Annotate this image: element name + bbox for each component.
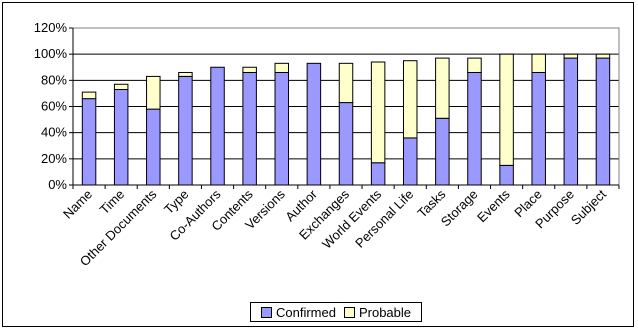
bar-probable-type bbox=[178, 71, 193, 77]
bar-confirmed-other-documents bbox=[146, 108, 161, 186]
axes bbox=[72, 27, 620, 186]
y-tick-label: 0% bbox=[48, 177, 67, 192]
bar-confirmed-events bbox=[499, 164, 514, 186]
y-tick-label: 120% bbox=[34, 20, 68, 35]
bar-probable-name bbox=[81, 91, 97, 100]
bar-confirmed-world-events bbox=[370, 162, 386, 186]
bar-probable-tasks bbox=[435, 57, 450, 119]
bar-probable-personal-life bbox=[402, 60, 418, 139]
legend-swatch-probable bbox=[343, 306, 355, 318]
bar-probable-other-documents bbox=[146, 75, 161, 110]
legend-item-probable: Probable bbox=[343, 304, 412, 320]
y-tick-label: 80% bbox=[41, 72, 67, 87]
bar-confirmed-contents bbox=[242, 71, 257, 186]
bar-probable-exchanges bbox=[338, 62, 354, 104]
bar-confirmed-storage bbox=[467, 71, 482, 186]
y-tick-label: 20% bbox=[41, 151, 67, 166]
bar-confirmed-versions bbox=[274, 71, 290, 186]
bar-confirmed-personal-life bbox=[402, 137, 418, 186]
y-tick-labels: 0% 20% 40% 60% 80% 100% 120% bbox=[34, 20, 68, 192]
x-tick-label: Events bbox=[474, 186, 513, 225]
bar-confirmed-author bbox=[306, 62, 322, 186]
bar-probable-contents bbox=[242, 66, 257, 73]
bar-probable-versions bbox=[274, 62, 290, 73]
bar-confirmed-name bbox=[81, 98, 97, 186]
bar-confirmed-time bbox=[113, 88, 129, 186]
bar-confirmed-subject bbox=[595, 57, 611, 186]
bar-probable-place bbox=[531, 53, 546, 73]
bar-confirmed-exchanges bbox=[338, 102, 354, 186]
legend-item-confirmed: Confirmed bbox=[261, 305, 336, 320]
x-tick-label: Subject bbox=[568, 186, 610, 228]
bar-probable-time bbox=[113, 83, 129, 90]
bar-confirmed-tasks bbox=[435, 117, 450, 186]
bar-confirmed-place bbox=[531, 71, 546, 186]
bar-confirmed-co-authors bbox=[210, 66, 225, 186]
bar-probable-subject bbox=[595, 53, 611, 59]
legend: Confirmed Probable bbox=[250, 302, 423, 322]
y-tick-label: 100% bbox=[34, 46, 68, 61]
y-tick-label: 40% bbox=[41, 125, 67, 140]
legend-label-confirmed: Confirmed bbox=[276, 304, 336, 320]
legend-swatch-confirmed bbox=[261, 306, 272, 318]
bar-probable-purpose bbox=[563, 53, 579, 59]
bar-probable-world-events bbox=[370, 61, 386, 164]
bar-confirmed-purpose bbox=[563, 57, 579, 186]
bars bbox=[81, 53, 611, 186]
bar-confirmed-type bbox=[178, 75, 193, 186]
legend-label-probable: Probable bbox=[358, 304, 412, 320]
bar-probable-storage bbox=[467, 57, 482, 73]
bar-probable-events bbox=[499, 53, 514, 166]
y-tick-label: 60% bbox=[41, 99, 67, 114]
